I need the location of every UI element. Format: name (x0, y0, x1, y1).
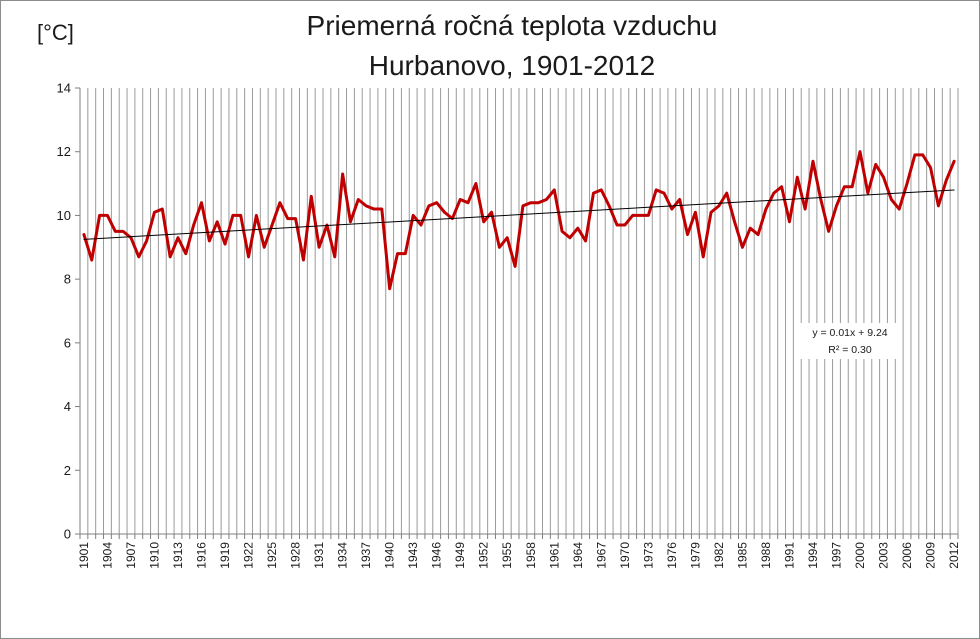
x-tick-label: 1976 (665, 542, 679, 569)
x-tick-label: 1916 (195, 542, 209, 569)
temperature-series-line (82, 150, 956, 291)
x-tick-label: 1967 (594, 542, 608, 569)
y-tick-label: 14 (57, 81, 71, 96)
series-group (82, 150, 956, 291)
grid (87, 88, 959, 534)
x-tick-label: 1925 (265, 542, 279, 569)
y-tick-label: 8 (64, 272, 71, 287)
chart-title-line2: Hurbanovo, 1901-2012 (369, 50, 655, 81)
x-tick-label: 2006 (900, 542, 914, 569)
x-tick-label: 1997 (829, 542, 843, 569)
x-tick-label: 2012 (947, 542, 961, 569)
x-tick-label: 1988 (759, 542, 773, 569)
y-tick-labels: 0 2 4 6 8 10 12 14 (57, 81, 71, 542)
x-tick-label: 1964 (571, 542, 585, 569)
x-tick-label: 1955 (500, 542, 514, 569)
x-tick-label: 1952 (477, 542, 491, 569)
x-tick-label: 1919 (218, 542, 232, 569)
x-tick-labels: 1901 1904 1907 1910 1913 1916 1919 1922 1925 1928… (77, 542, 961, 569)
trend-equation-box: y = 0.01x + 9.24 R² = 0.30 (800, 323, 900, 359)
x-tick-label: 1946 (430, 542, 444, 569)
x-tick-label: 1985 (735, 542, 749, 569)
chart-title-line1: Priemerná ročná teplota vzduchu (307, 10, 718, 41)
x-tick-label: 1940 (383, 542, 397, 569)
x-tick-label: 1922 (242, 542, 256, 569)
x-tick-label: 1907 (124, 542, 138, 569)
x-tick-label: 1910 (147, 542, 161, 569)
axes (75, 87, 959, 539)
trend-r-squared: R² = 0.30 (828, 344, 872, 356)
trendline (83, 189, 955, 240)
y-tick-label: 0 (64, 527, 71, 542)
x-tick-label: 1937 (359, 542, 373, 569)
x-tick-label: 1934 (336, 542, 350, 569)
x-tick-label: 1973 (641, 542, 655, 569)
x-tick-label: 1904 (100, 542, 114, 569)
x-tick-label: 1913 (171, 542, 185, 569)
y-tick-label: 6 (64, 335, 71, 350)
x-tick-label: 2000 (853, 542, 867, 569)
x-tick-label: 1949 (453, 542, 467, 569)
x-tick-label: 2003 (877, 542, 891, 569)
x-tick-label: 1979 (688, 542, 702, 569)
x-tick-label: 2009 (924, 542, 938, 569)
x-tick-label: 1994 (806, 542, 820, 569)
x-tick-label: 1901 (77, 542, 91, 569)
x-tick-label: 1931 (312, 542, 326, 569)
x-tick-label: 1943 (406, 542, 420, 569)
trend-equation-background (800, 323, 900, 359)
x-tick-label: 1970 (618, 542, 632, 569)
x-tick-label: 1991 (782, 542, 796, 569)
y-tick-label: 4 (64, 399, 71, 414)
x-tick-label: 1961 (547, 542, 561, 569)
y-tick-label: 12 (57, 144, 71, 159)
trend-equation: y = 0.01x + 9.24 (812, 327, 887, 339)
unit-label: [°C] (37, 20, 74, 45)
y-tick-label: 10 (57, 208, 71, 223)
y-tick-label: 2 (64, 463, 71, 478)
x-tick-label: 1982 (712, 542, 726, 569)
x-tick-label: 1928 (289, 542, 303, 569)
x-tick-label: 1958 (524, 542, 538, 569)
